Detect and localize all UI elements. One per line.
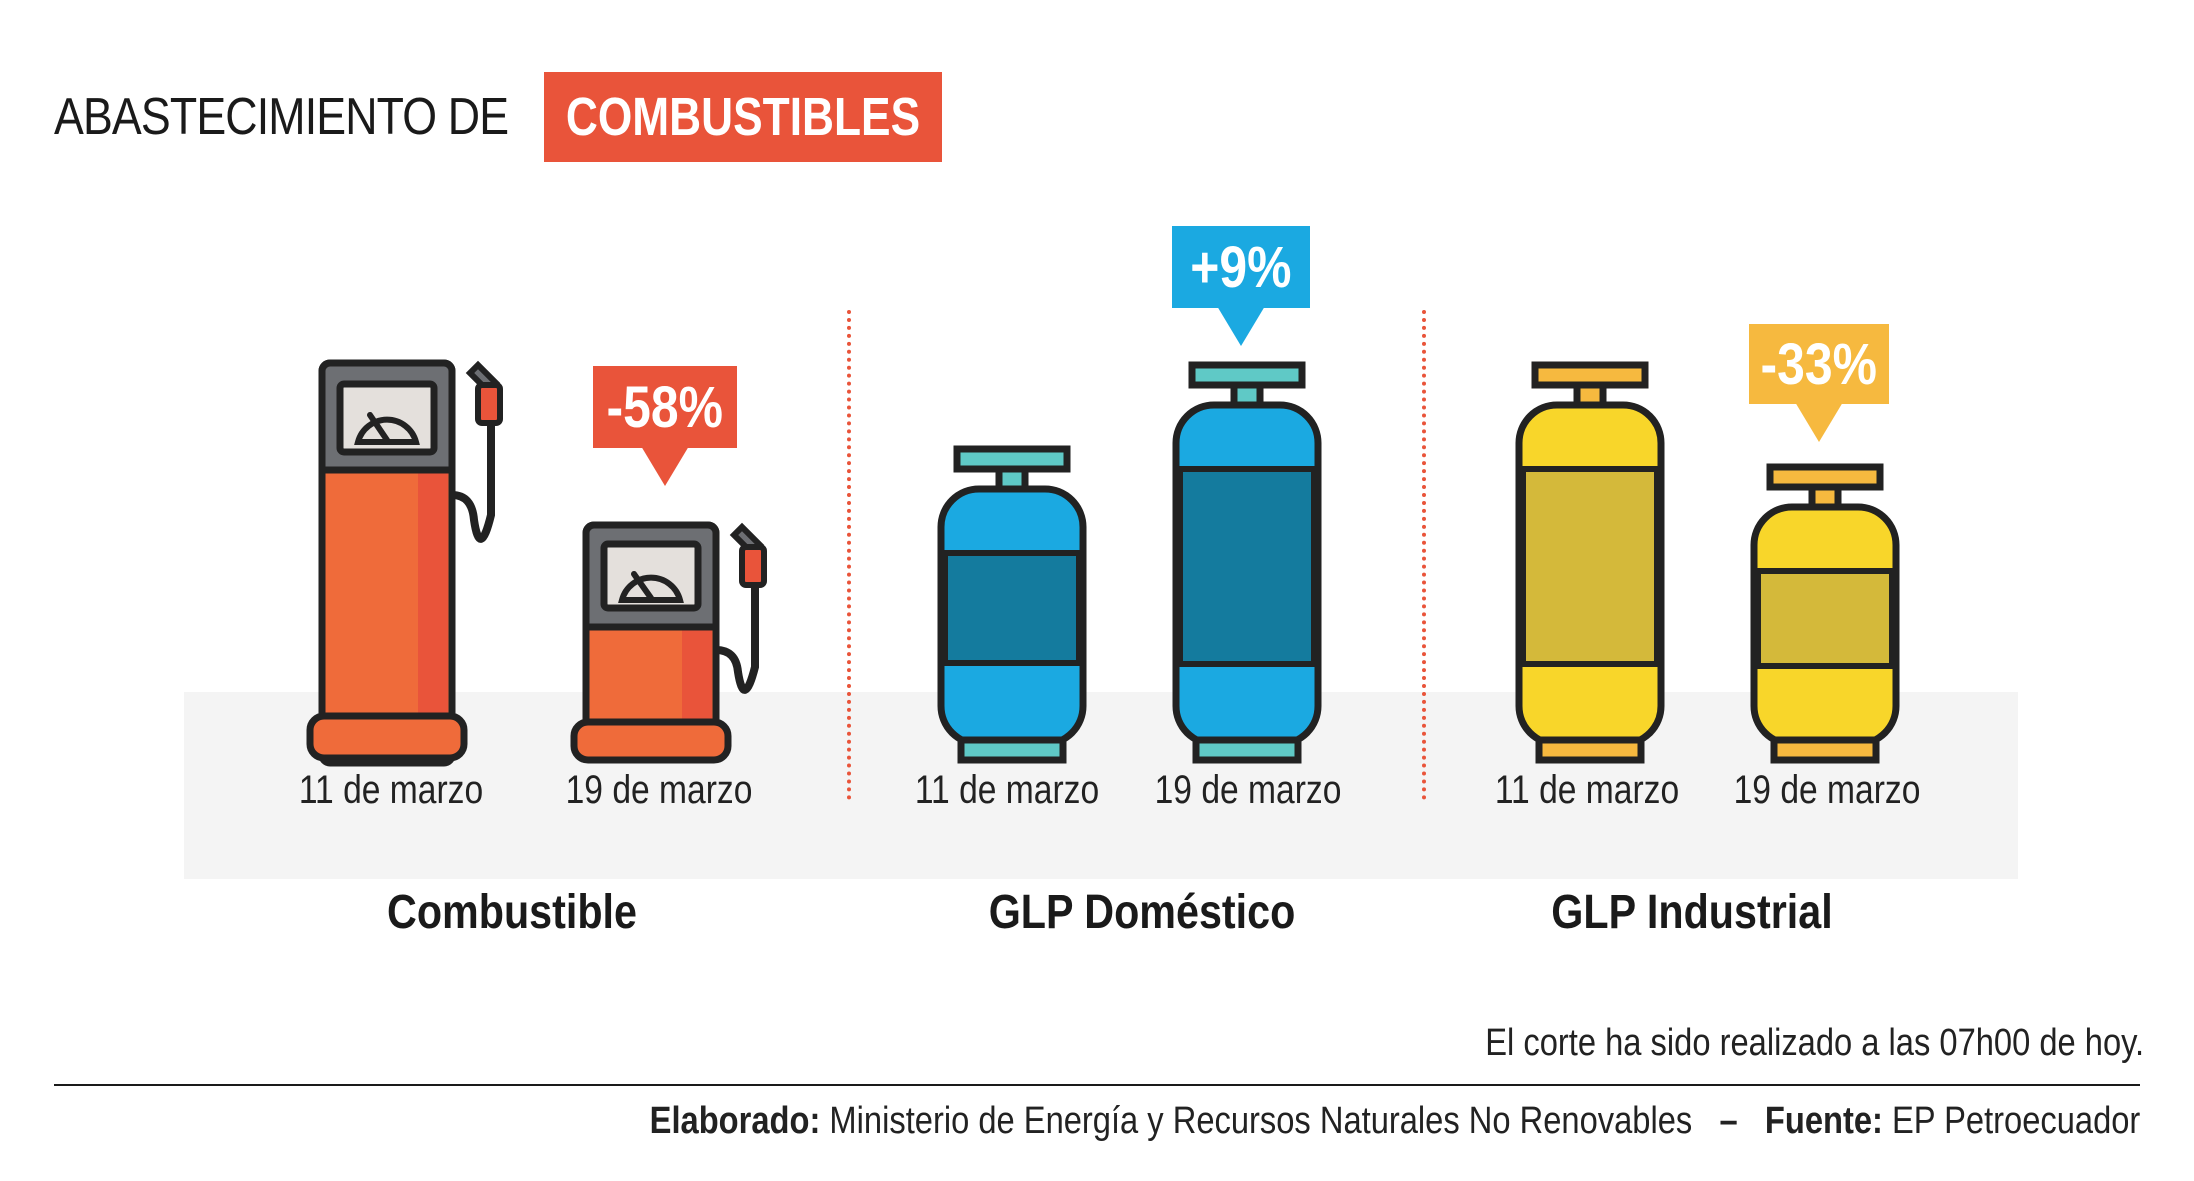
title-highlight-box: COMBUSTIBLES [544, 72, 942, 162]
change-badge-domestico: +9% [1172, 226, 1310, 346]
change-label-combustible: -58% [606, 374, 724, 440]
title-plain: ABASTECIMIENTO DE [54, 88, 509, 146]
change-badge-combustible: -58% [593, 366, 737, 486]
title-highlight: COMBUSTIBLES [565, 87, 921, 147]
gas-cylinder-icon-industrial-march-11 [1515, 361, 1665, 764]
date-label: 11 de marzo [914, 768, 1100, 812]
change-badge-industrial: -33% [1749, 324, 1889, 442]
elaborado-value: Ministerio de Energía y Recursos Natural… [829, 1100, 1692, 1142]
gas-cylinder-icon-domestic-march-19 [1172, 361, 1322, 764]
change-label-domestico: +9% [1190, 234, 1292, 300]
fuente-label: Fuente: [1764, 1100, 1883, 1142]
credits-separator: – [1719, 1100, 1738, 1142]
footer-rule [54, 1084, 2140, 1086]
group-label-domestico: GLP Doméstico [988, 886, 1296, 939]
divider-1 [847, 310, 851, 800]
date-label: 19 de marzo [1733, 768, 1921, 812]
gas-cylinder-icon-domestic-march-11 [937, 445, 1087, 764]
credits: Elaborado: Ministerio de Energía y Recur… [649, 1100, 2140, 1143]
gas-cylinder-icon-industrial-march-19 [1750, 463, 1900, 764]
group-label-industrial: GLP Industrial [1551, 886, 1833, 939]
chart-title: ABASTECIMIENTO DE COMBUSTIBLES [54, 72, 942, 162]
cutoff-note: El corte ha sido realizado a las 07h00 d… [1485, 1022, 2144, 1064]
date-label: 19 de marzo [565, 768, 753, 812]
divider-2 [1422, 310, 1426, 800]
fuel-pump-icon-march-11 [306, 359, 503, 767]
elaborado-label: Elaborado: [649, 1100, 821, 1142]
date-label: 11 de marzo [298, 768, 484, 812]
change-label-industrial: -33% [1760, 331, 1878, 397]
fuente-value: EP Petroecuador [1891, 1100, 2140, 1142]
fuel-pump-icon-march-19 [570, 521, 767, 764]
baseline-panel [184, 692, 2018, 879]
date-label: 11 de marzo [1494, 768, 1680, 812]
date-label: 19 de marzo [1154, 768, 1342, 812]
group-label-combustible: Combustible [387, 886, 637, 939]
